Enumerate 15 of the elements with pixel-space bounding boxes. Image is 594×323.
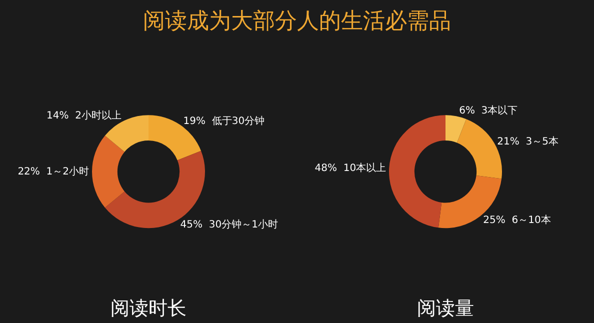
text: 阅读时长 (110, 298, 186, 320)
slice-label: 48% 10本以上 (314, 162, 386, 174)
slice-label: 21% 3～5本 (497, 135, 558, 148)
donut-slice (104, 150, 205, 228)
donut-slice (389, 115, 446, 228)
slice-label: 22% 1～2小时 (18, 166, 89, 178)
slice-label: 45% 30分钟～1小时 (180, 218, 278, 231)
slice-label: 14% 2小时以上 (46, 110, 122, 122)
slice-label: 25% 6～10本 (483, 214, 551, 226)
text: 阅读成为大部分人的生活必需品 (142, 8, 452, 36)
donut-slice (446, 115, 466, 143)
donut-slice (92, 136, 125, 208)
slice-label: 19% 低于30分钟 (183, 114, 265, 127)
slice-label: 6% 3本以下 (459, 104, 518, 116)
text: 阅读量 (417, 298, 474, 320)
